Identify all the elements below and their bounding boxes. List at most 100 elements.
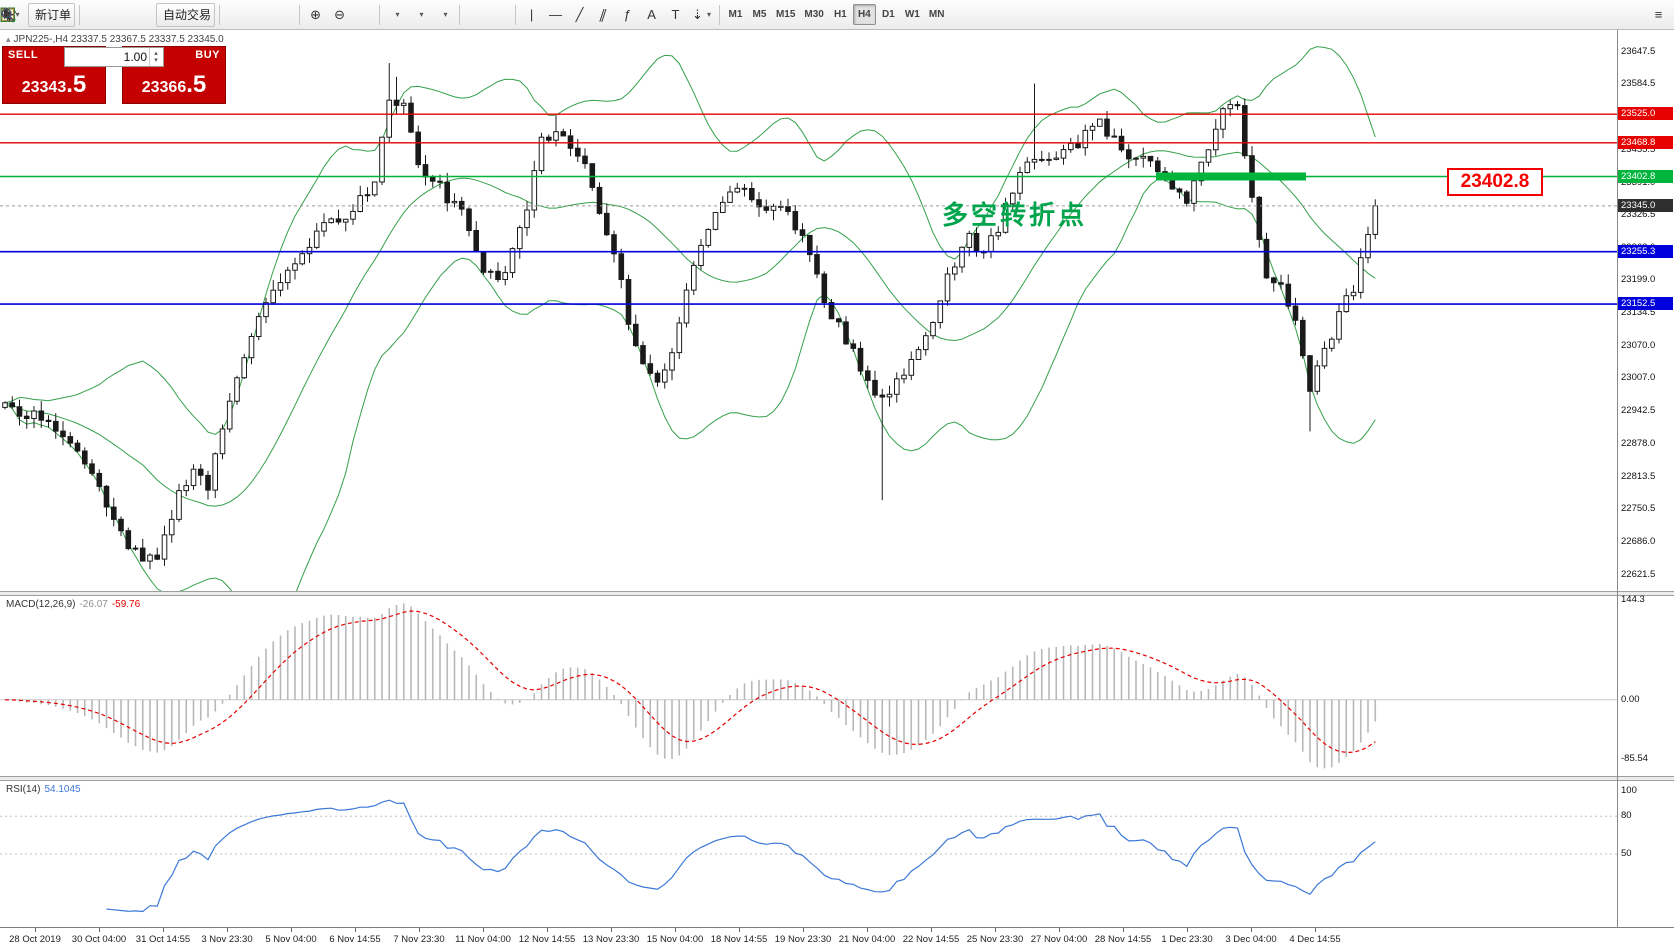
time-tick — [291, 928, 292, 932]
dropdown-arrow-icon: ▾ — [443, 10, 448, 19]
candlestick-chart-button[interactable] — [2, 3, 271, 27]
zoom-out-button[interactable]: ⊖ — [328, 3, 351, 27]
panel-separator[interactable] — [0, 591, 1674, 596]
volume-up-icon[interactable]: ▴ — [154, 50, 158, 57]
cursor-button[interactable] — [4, 3, 487, 27]
panel-separator[interactable] — [0, 776, 1674, 781]
dropdown-arrow-icon: ▾ — [15, 10, 20, 19]
macd-signal-line — [4, 610, 1376, 754]
text-button[interactable]: A — [640, 3, 663, 27]
time-tick — [227, 928, 228, 932]
timeframe-m1-button[interactable]: M1 — [728, 9, 743, 20]
price-tick: 22942.5 — [1621, 405, 1656, 417]
timeframe-m15-button[interactable]: M15 — [775, 9, 796, 20]
macd-histogram — [11, 603, 1377, 769]
rsi-panel[interactable] — [0, 781, 1617, 927]
toolbar-separator — [379, 4, 381, 25]
time-label: 11 Nov 04:00 — [455, 934, 511, 945]
volume-spinner[interactable]: ▴ ▾ — [149, 48, 162, 66]
buy-label: BUY — [195, 49, 220, 61]
chart-list-button[interactable]: ≡ — [1647, 3, 1670, 27]
macd-name: MACD(12,26,9) — [6, 599, 76, 610]
crosshair-button[interactable] — [1, 3, 511, 27]
price-tick: 23134.5 — [1621, 307, 1656, 319]
arrows-button[interactable]: ⇣ ▾ — [688, 3, 715, 27]
price-tick: 22813.5 — [1621, 471, 1656, 482]
toolbar: ▾ 新订单 自动交易 ⊕ ⊖ ▾ ▾ ▾ | — ╱ ∥ ƒ A T ⇣ ▾ M1 M5 M15 M30 H1 H4 D1 W1… — [0, 0, 1674, 30]
time-tick — [35, 928, 36, 932]
dropdown-arrow-icon: ▾ — [706, 10, 711, 19]
timeframe-w1-button[interactable]: W1 — [904, 9, 920, 20]
price-tick: 22686.0 — [1621, 536, 1656, 547]
new-order-button[interactable]: 新订单 — [1, 2, 76, 27]
indicators-button[interactable]: ▾ — [0, 3, 407, 27]
time-label: 31 Oct 14:55 — [135, 934, 191, 945]
toolbar-separator — [299, 4, 301, 25]
toolbar-separator — [718, 4, 720, 25]
timeframe-m5-button[interactable]: M5 — [752, 9, 767, 20]
timeframe-h4-button[interactable]: H4 — [852, 4, 876, 25]
time-tick — [931, 928, 932, 932]
price-tick: 23070.0 — [1621, 340, 1656, 352]
price-line-badge: 23468.8 — [1618, 135, 1673, 149]
fibonacci-icon: ƒ — [623, 7, 632, 22]
tile-windows-button[interactable] — [0, 3, 375, 27]
time-label: 6 Nov 14:55 — [329, 934, 381, 945]
time-tick — [675, 928, 676, 932]
horizontal-line-button[interactable]: — — [544, 3, 567, 27]
price-tick: 22750.5 — [1621, 503, 1656, 515]
rsi-line — [106, 799, 1376, 913]
price-tick: 23326.5 — [1621, 209, 1656, 221]
zoom-in-button[interactable]: ⊕ — [304, 3, 327, 27]
collapse-triangle-icon[interactable]: ▴ — [6, 34, 11, 44]
sell-price-fraction: .5 — [66, 71, 87, 98]
price-tick: 23647.5 — [1621, 45, 1656, 57]
time-label: 13 Nov 23:30 — [582, 934, 640, 945]
time-tick — [1059, 928, 1060, 932]
time-label: 25 Nov 23:30 — [966, 934, 1024, 945]
thick-line-segment[interactable] — [1156, 172, 1306, 181]
market-watch-button[interactable] — [1, 3, 107, 27]
timeframe-h1-button[interactable]: H1 — [833, 9, 847, 20]
label-button[interactable]: T — [664, 3, 687, 27]
time-label: 28 Oct 2019 — [9, 934, 61, 945]
bar-chart-button[interactable] — [1, 3, 247, 27]
templates-button[interactable]: ▾ — [1, 3, 455, 27]
vertical-line-button[interactable]: | — [520, 3, 543, 27]
channel-icon: ∥ — [597, 7, 610, 22]
macd-indicator-label: MACD(12,26,9) -26.07 -59.76 — [6, 599, 140, 610]
chart-text-annotation[interactable]: 多空转折点 — [942, 200, 1088, 230]
volume-field[interactable]: 1.00 ▴ ▾ — [64, 47, 164, 67]
time-axis[interactable]: 28 Oct 2019 30 Oct 04:00 31 Oct 14:55 3 Nov… — [0, 927, 1674, 950]
time-label: 30 Oct 04:00 — [71, 934, 127, 945]
time-tick — [355, 928, 356, 932]
trendline-button[interactable]: ╱ — [568, 3, 591, 27]
volume-value: 1.00 — [123, 50, 147, 64]
timeframe-m30-button[interactable]: M30 — [804, 9, 824, 20]
line-chart-button[interactable] — [0, 3, 295, 27]
vertical-line-icon: | — [529, 7, 534, 22]
price-tick: 22878.0 — [1621, 438, 1656, 450]
search-button[interactable] — [1, 3, 1646, 27]
data-window-button[interactable] — [1, 3, 131, 27]
timeframe-d1-button[interactable]: D1 — [881, 9, 895, 20]
time-label: 4 Dec 14:55 — [1289, 934, 1341, 945]
periods-button[interactable]: ▾ — [1, 3, 431, 27]
main-price-chart[interactable] — [0, 30, 1617, 591]
timeframe-mn-button[interactable]: MN — [928, 9, 945, 20]
price-axis-divider — [1617, 30, 1618, 927]
price-callout-label[interactable]: 23402.8 — [1447, 168, 1543, 196]
buy-price: 23366.5 — [122, 71, 226, 99]
zoom-out-icon: ⊖ — [334, 7, 345, 22]
macd-panel[interactable] — [0, 596, 1617, 776]
volume-down-icon[interactable]: ▾ — [154, 57, 158, 64]
current-price-badge: 23345.0 — [1618, 198, 1673, 212]
channel-button[interactable]: ∥ — [592, 3, 615, 27]
toolbar-separator — [219, 4, 221, 25]
navigator-button[interactable] — [1, 3, 155, 27]
fibonacci-button[interactable]: ƒ — [616, 3, 639, 27]
rsi-tick: 100 — [1621, 785, 1637, 796]
time-tick — [1123, 928, 1124, 932]
time-tick — [1187, 928, 1188, 932]
autotrading-button[interactable]: 自动交易 — [4, 2, 216, 27]
